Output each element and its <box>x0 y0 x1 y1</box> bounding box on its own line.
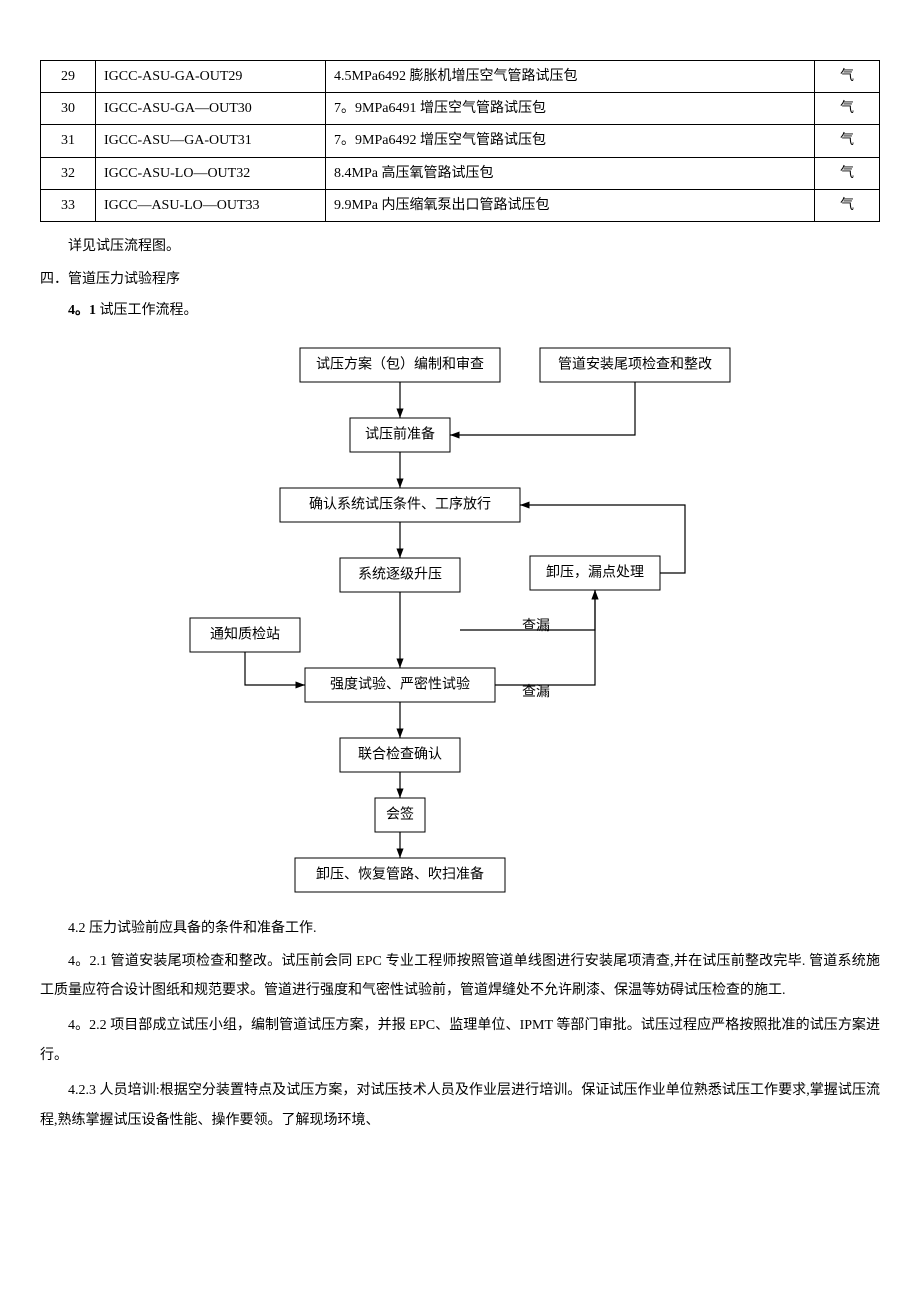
pressure-test-table: 29IGCC-ASU-GA-OUT294.5MPa6492 膨胀机增压空气管路试… <box>40 60 880 222</box>
row-code: IGCC—ASU-LO—OUT33 <box>96 189 326 221</box>
flow-node-label: 卸压、恢复管路、吹扫准备 <box>316 865 484 882</box>
row-code: IGCC-ASU-LO—OUT32 <box>96 157 326 189</box>
row-code: IGCC-ASU—GA-OUT31 <box>96 125 326 157</box>
section-4-1-num: 4。1 <box>68 303 96 318</box>
row-number: 29 <box>41 61 96 93</box>
para-4-2-3: 4.2.3 人员培训:根据空分装置特点及试压方案，对试压技术人员及作业层进行培训… <box>40 1076 880 1135</box>
flow-edge <box>245 652 305 685</box>
table-row: 33IGCC—ASU-LO—OUT339.9MPa 内压缩氧泵出口管路试压包气 <box>41 189 880 221</box>
row-desc: 9.9MPa 内压缩氧泵出口管路试压包 <box>326 189 815 221</box>
section-4-1: 4。1 试压工作流程。 <box>68 298 880 323</box>
note-text: 详见试压流程图。 <box>40 234 880 259</box>
row-gas: 气 <box>815 61 880 93</box>
flow-edge <box>495 590 595 685</box>
flow-edge <box>450 382 635 435</box>
flow-node-n5: 系统逐级升压 <box>340 558 460 592</box>
para-4-2-2: 4。2.2 项目部成立试压小组，编制管道试压方案，并报 EPC、监理单位、IPM… <box>40 1011 880 1070</box>
row-number: 33 <box>41 189 96 221</box>
flow-node-label: 试压前准备 <box>365 425 435 442</box>
section-4-title: 四．管道压力试验程序 <box>40 267 880 292</box>
section-4-1-title: 试压工作流程。 <box>96 303 198 318</box>
row-number: 32 <box>41 157 96 189</box>
flowchart-svg: 试压方案（包）编制和审查 管道安装尾项检查和整改试压前准备确认系统试压条件、工序放… <box>180 338 740 898</box>
row-gas: 气 <box>815 157 880 189</box>
flow-node-label: 管道安装尾项检查和整改 <box>558 356 712 372</box>
flow-node-n2: 管道安装尾项检查和整改 <box>540 348 730 382</box>
flow-node-n4: 确认系统试压条件、工序放行 <box>280 488 520 522</box>
flow-edge-label: 查漏 <box>522 618 550 634</box>
table-row: 30IGCC-ASU-GA—OUT307。9MPa6491 增压空气管路试压包气 <box>41 93 880 125</box>
row-desc: 7。9MPa6492 增压空气管路试压包 <box>326 125 815 157</box>
flow-node-label: 系统逐级升压 <box>358 566 442 582</box>
flow-node-n6: 卸压，漏点处理 <box>530 556 660 590</box>
flow-node-label: 强度试验、严密性试验 <box>330 675 470 692</box>
flow-node-label: 确认系统试压条件、工序放行 <box>309 495 491 512</box>
row-gas: 气 <box>815 93 880 125</box>
flow-edge-label: 查漏 <box>522 684 550 700</box>
flowchart-container: 试压方案（包）编制和审查 管道安装尾项检查和整改试压前准备确认系统试压条件、工序放… <box>180 338 740 898</box>
row-code: IGCC-ASU-GA—OUT30 <box>96 93 326 125</box>
row-number: 31 <box>41 125 96 157</box>
section-4-2: 4.2 压力试验前应具备的条件和准备工作. <box>68 916 880 941</box>
flow-node-label: 卸压，漏点处理 <box>546 564 644 580</box>
row-desc: 8.4MPa 高压氧管路试压包 <box>326 157 815 189</box>
flow-node-label: 通知质检站 <box>210 625 280 642</box>
para-4-2-1: 4。2.1 管道安装尾项检查和整改。试压前会同 EPC 专业工程师按照管道单线图… <box>40 947 880 1006</box>
table-row: 29IGCC-ASU-GA-OUT294.5MPa6492 膨胀机增压空气管路试… <box>41 61 880 93</box>
flow-node-n11: 卸压、恢复管路、吹扫准备 <box>295 858 505 892</box>
table-row: 31IGCC-ASU—GA-OUT317。9MPa6492 增压空气管路试压包气 <box>41 125 880 157</box>
flow-node-n1: 试压方案（包）编制和审查 <box>300 348 500 382</box>
row-gas: 气 <box>815 125 880 157</box>
row-number: 30 <box>41 93 96 125</box>
flow-node-n3: 试压前准备 <box>350 418 450 452</box>
flow-node-n10: 会签 <box>375 798 425 832</box>
flow-node-n9: 联合检查确认 <box>340 738 460 772</box>
row-gas: 气 <box>815 189 880 221</box>
row-desc: 4.5MPa6492 膨胀机增压空气管路试压包 <box>326 61 815 93</box>
row-desc: 7。9MPa6491 增压空气管路试压包 <box>326 93 815 125</box>
flow-node-n7: 通知质检站 <box>190 618 300 652</box>
flow-node-label: 联合检查确认 <box>358 746 442 762</box>
flow-node-n8: 强度试验、严密性试验 <box>305 668 495 702</box>
flow-node-label: 会签 <box>386 805 414 822</box>
row-code: IGCC-ASU-GA-OUT29 <box>96 61 326 93</box>
table-row: 32IGCC-ASU-LO—OUT328.4MPa 高压氧管路试压包气 <box>41 157 880 189</box>
flow-node-label: 试压方案（包）编制和审查 <box>316 355 484 372</box>
